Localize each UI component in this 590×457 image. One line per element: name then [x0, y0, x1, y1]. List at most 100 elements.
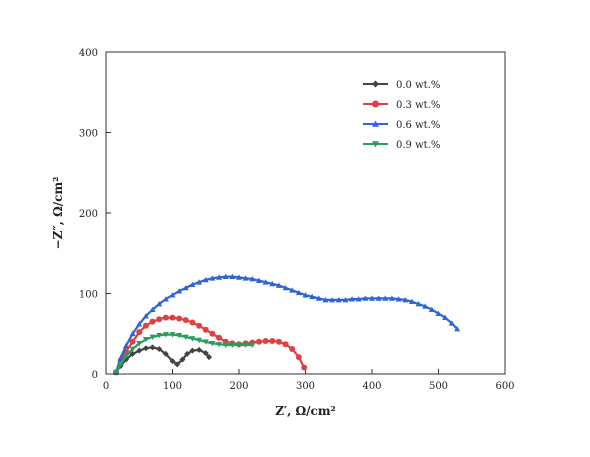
data-point: [349, 296, 356, 302]
data-point: [176, 332, 183, 339]
data-point: [129, 346, 136, 353]
data-point: [162, 350, 169, 357]
data-point: [142, 336, 149, 343]
data-point: [206, 354, 213, 361]
data-point: [236, 274, 242, 280]
data-point: [169, 292, 176, 298]
data-point: [289, 346, 296, 353]
data-point: [442, 314, 449, 321]
x-tick-label: 300: [296, 381, 315, 392]
data-point: [242, 342, 249, 349]
data-point: [335, 296, 342, 303]
x-axis-title: Z′, Ω/cm²: [275, 404, 336, 418]
legend-label: 0.3 wt.%: [396, 100, 440, 111]
data-point: [236, 342, 242, 349]
data-point: [117, 354, 124, 361]
data-point: [182, 284, 189, 291]
legend-marker: [372, 120, 379, 127]
data-point: [282, 284, 289, 291]
data-point: [329, 296, 336, 303]
x-tick-label: 600: [495, 381, 514, 392]
data-point: [355, 296, 362, 302]
data-point: [174, 361, 181, 368]
data-point: [149, 334, 156, 340]
legend-marker: [372, 80, 379, 88]
data-point: [149, 344, 156, 351]
data-point: [395, 296, 402, 302]
data-point: [179, 356, 186, 363]
plot-frame: [105, 51, 506, 375]
data-point: [129, 338, 136, 345]
data-point: [122, 353, 129, 360]
legend-label: 0.9 wt.%: [396, 140, 440, 151]
data-point: [375, 295, 382, 301]
data-point: [129, 330, 136, 337]
data-point: [142, 313, 149, 319]
data-point: [301, 364, 308, 371]
legend-marker: [372, 100, 379, 108]
data-point: [202, 339, 209, 345]
data-point: [362, 295, 369, 301]
x-tick-label: 0: [103, 381, 109, 392]
data-point: [182, 334, 189, 340]
data-point: [255, 277, 262, 284]
data-point: [162, 314, 169, 321]
data-point: [222, 273, 229, 279]
legend-label: 0.0 wt.%: [396, 80, 440, 91]
data-point: [275, 338, 282, 345]
data-point: [202, 350, 209, 357]
x-tick-label: 400: [362, 381, 381, 392]
data-point: [454, 325, 461, 332]
data-point: [169, 332, 176, 338]
data-point: [222, 342, 229, 349]
data-point: [229, 273, 236, 279]
data-point: [117, 361, 124, 368]
data-point: [295, 289, 302, 296]
data-point: [309, 293, 316, 300]
data-point: [202, 326, 209, 333]
x-tick-label: 200: [229, 381, 248, 392]
data-point: [142, 345, 149, 352]
data-point: [189, 336, 196, 342]
data-point: [302, 292, 309, 298]
data-point: [249, 276, 256, 282]
series-line: [114, 275, 458, 373]
data-point: [422, 303, 429, 309]
data-point: [282, 341, 289, 348]
data-point: [382, 295, 389, 301]
data-point: [216, 274, 223, 280]
y-tick-label: 0: [92, 370, 98, 381]
data-point: [162, 296, 169, 302]
data-point: [216, 341, 223, 348]
data-point: [209, 341, 216, 347]
data-point: [156, 346, 163, 353]
legend-label: 0.6 wt.%: [396, 120, 440, 131]
data-point: [322, 296, 329, 303]
data-point: [136, 329, 143, 336]
data-point: [275, 282, 282, 288]
data-point: [169, 314, 176, 321]
data-point: [136, 341, 143, 347]
x-tick-label: 100: [163, 381, 182, 392]
data-point: [169, 358, 176, 365]
data-point: [262, 279, 269, 285]
data-point: [315, 295, 322, 301]
data-point: [269, 337, 276, 344]
x-tick-label: 500: [429, 381, 448, 392]
data-point: [262, 337, 269, 344]
data-point: [209, 275, 216, 281]
data-point: [428, 306, 435, 312]
data-point: [408, 298, 415, 304]
data-point: [176, 288, 183, 294]
legend-marker: [372, 141, 379, 148]
data-point: [216, 334, 223, 341]
data-point: [189, 319, 196, 326]
y-axis-title: −Z″, Ω/cm²: [51, 177, 65, 250]
data-point: [196, 337, 203, 344]
data-point: [342, 296, 349, 303]
data-point: [162, 332, 169, 338]
data-point: [142, 322, 149, 329]
series-group: [112, 273, 461, 375]
